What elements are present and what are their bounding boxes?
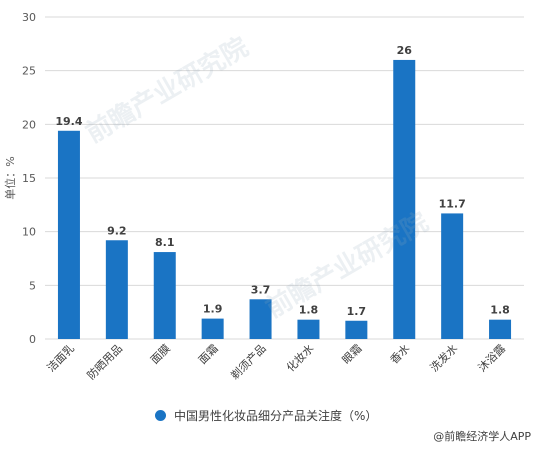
x-tick-label: 面膜: [148, 342, 173, 367]
y-tick-label: 30: [22, 11, 36, 24]
x-tick-label: 眼霜: [340, 342, 365, 367]
x-tick-label: 沐浴露: [476, 342, 509, 375]
bars: [57, 59, 512, 339]
bar: [345, 320, 368, 339]
x-axis-labels: 洁面乳 防晒用品 面膜 面霜 剃须产品 化妆水 眼霜 香水 洗发水 沐浴露: [45, 341, 509, 382]
y-axis-title: 单位：%: [3, 156, 17, 199]
x-tick-label: 防晒用品: [84, 341, 125, 382]
data-label: 26: [397, 44, 413, 57]
bar: [441, 213, 464, 339]
data-label: 1.7: [347, 305, 367, 318]
x-tick-label: 洁面乳: [45, 342, 78, 375]
bar: [153, 252, 176, 339]
legend-marker: [155, 410, 166, 421]
bar: [297, 319, 320, 339]
data-label: 1.8: [490, 304, 510, 317]
y-tick-label: 15: [22, 172, 36, 185]
data-labels: 19.4 9.2 8.1 1.9 3.7 1.8 1.7 26 11.7 1.8: [55, 44, 509, 318]
bar: [201, 318, 224, 339]
y-tick-label: 20: [22, 118, 36, 131]
bar: [57, 130, 80, 339]
data-label: 3.7: [251, 283, 271, 296]
bar: [393, 59, 416, 339]
y-tick-label: 5: [29, 279, 36, 292]
data-label: 8.1: [155, 236, 175, 249]
y-axis-ticks: 0 5 10 15 20 25 30: [22, 11, 36, 346]
x-tick-label: 面霜: [196, 342, 221, 367]
data-label: 19.4: [55, 115, 82, 128]
legend-label: 中国男性化妆品细分产品关注度（%）: [174, 409, 378, 423]
data-label: 11.7: [439, 197, 466, 210]
bar: [249, 299, 272, 339]
x-tick-label: 洗发水: [427, 341, 460, 374]
legend: 中国男性化妆品细分产品关注度（%）: [155, 407, 377, 424]
data-label: 1.9: [203, 303, 223, 316]
bar: [489, 319, 512, 339]
x-tick-label: 剃须产品: [228, 341, 269, 382]
y-tick-label: 0: [29, 333, 36, 346]
data-label: 9.2: [107, 224, 127, 237]
bar: [105, 240, 128, 339]
y-tick-label: 10: [22, 226, 36, 239]
source-label: @前瞻经济学人APP: [433, 430, 531, 443]
x-tick-label: 化妆水: [283, 341, 316, 374]
x-tick-label: 香水: [388, 342, 413, 367]
data-label: 1.8: [299, 304, 319, 317]
y-tick-label: 25: [22, 65, 36, 78]
source-credit: @前瞻经济学人APP: [433, 428, 531, 444]
